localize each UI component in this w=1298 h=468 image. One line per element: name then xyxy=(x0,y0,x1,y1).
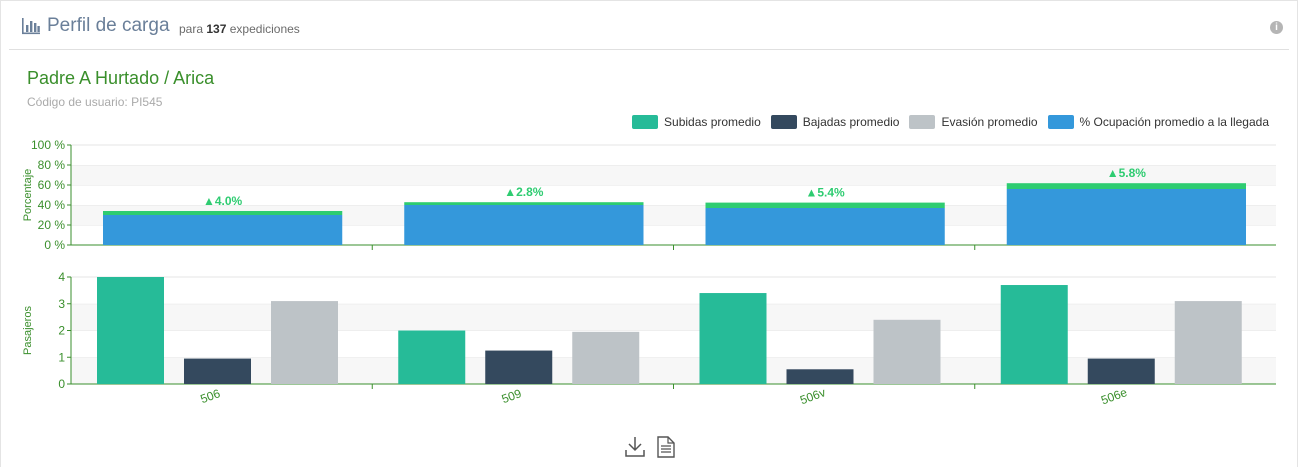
user-code: Código de usuario: PI545 xyxy=(27,95,163,109)
x-tick-label: 506e xyxy=(1099,385,1129,407)
info-icon[interactable]: i xyxy=(1270,21,1283,34)
legend-swatch xyxy=(770,115,797,129)
y-tick-label: 20 % xyxy=(38,218,66,232)
occupancy-bar xyxy=(705,208,945,245)
data-label: ▲2.8% xyxy=(504,185,544,199)
bajadas-bar xyxy=(1087,358,1155,384)
evasion-bar xyxy=(1174,301,1242,384)
y-axis-title: Pasajeros xyxy=(22,306,34,355)
legend-swatch xyxy=(909,115,936,129)
grid-band xyxy=(71,303,1276,331)
y-tick-label: 60 % xyxy=(38,178,66,192)
legend-item-bajadas[interactable]: Bajadas promedio xyxy=(770,115,899,129)
grid-band xyxy=(71,330,1276,358)
y-tick-label: 0 % xyxy=(44,238,65,252)
occupancy-bar xyxy=(404,205,644,245)
subidas-bar xyxy=(97,277,164,384)
y-tick-label: 100 % xyxy=(31,138,65,152)
grid-band xyxy=(71,277,1276,304)
x-tick-label: 509 xyxy=(500,386,524,406)
occupancy-bar xyxy=(103,215,343,245)
y-tick-label: 1 xyxy=(58,350,65,364)
occupancy-increase-bar xyxy=(103,211,343,215)
load-profile-chart: 0 % 20 % 40 % 60 % 80 % 100 % 0 1 2 3 4 Porcentaje P… xyxy=(22,138,1276,407)
bajadas-bar xyxy=(184,358,251,384)
occupancy-increase-bar xyxy=(404,202,644,205)
chart-legend: Subidas promedio Bajadas promedio Evasió… xyxy=(632,115,1269,129)
panel-header: Perfil de carga para 137 expediciones i xyxy=(9,1,1289,50)
evasion-bar xyxy=(873,319,941,384)
grid-band xyxy=(71,205,1276,225)
grid-band xyxy=(71,225,1276,245)
bajadas-bar xyxy=(485,350,553,384)
y-tick-label: 2 xyxy=(58,324,65,338)
occupancy-bar xyxy=(1006,189,1246,245)
y-tick-label: 3 xyxy=(58,297,65,311)
y-tick-label: 0 xyxy=(58,377,65,391)
legend-swatch xyxy=(1047,115,1074,129)
document-icon[interactable] xyxy=(657,436,675,458)
data-label: ▲4.0% xyxy=(203,194,243,208)
grid-band xyxy=(71,145,1276,165)
export-toolbar xyxy=(625,436,675,458)
grid-band xyxy=(71,185,1276,205)
subidas-bar xyxy=(699,293,767,384)
bar-chart-icon xyxy=(22,18,40,35)
subidas-bar xyxy=(398,330,466,384)
occupancy-increase-bar xyxy=(1006,183,1246,189)
y-axis-title: Porcentaje xyxy=(22,169,34,222)
x-tick-label: 506 xyxy=(198,386,222,406)
legend-item-evasion[interactable]: Evasión promedio xyxy=(909,115,1038,129)
data-label: ▲5.8% xyxy=(1107,166,1147,180)
download-icon[interactable] xyxy=(625,436,645,458)
expeditions-count: para 137 expediciones xyxy=(179,22,300,36)
stop-name: Padre A Hurtado / Arica xyxy=(27,68,215,88)
panel-title: Perfil de carga xyxy=(47,15,170,36)
bajadas-bar xyxy=(786,369,854,384)
y-tick-label: 40 % xyxy=(38,198,66,212)
x-tick-label: 506v xyxy=(798,385,827,407)
evasion-bar xyxy=(271,301,338,384)
subidas-bar xyxy=(1000,285,1068,384)
legend-item-ocupacion[interactable]: % Ocupación promedio a la llegada xyxy=(1047,115,1269,129)
grid-band xyxy=(71,165,1276,185)
evasion-bar xyxy=(572,331,640,384)
legend-item-subidas[interactable]: Subidas promedio xyxy=(632,115,761,129)
y-tick-label: 80 % xyxy=(38,158,66,172)
y-tick-label: 4 xyxy=(58,270,65,284)
occupancy-increase-bar xyxy=(705,202,945,208)
legend-swatch xyxy=(632,115,659,129)
data-label: ▲5.4% xyxy=(806,186,846,200)
